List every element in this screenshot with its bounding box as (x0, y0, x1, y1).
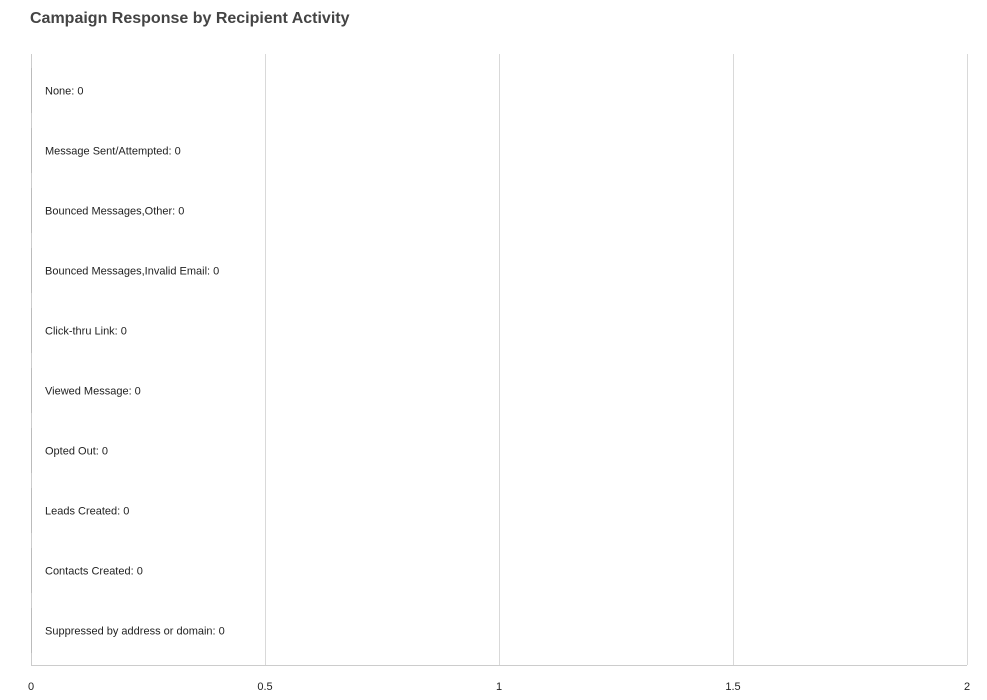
data-labels: None: 0 Message Sent/Attempted: 0 Bounced … (45, 86, 225, 638)
bar (31, 68, 32, 113)
bar (31, 608, 32, 653)
x-tick-label: 0 (28, 681, 34, 693)
bar-data-label: Contacts Created: 0 (45, 566, 143, 578)
chart-title: Campaign Response by Recipient Activity (30, 10, 350, 27)
bar (31, 248, 32, 293)
bar-data-label: Suppressed by address or domain: 0 (45, 626, 225, 638)
x-tick-label: 2 (964, 681, 970, 693)
bar-data-label: Viewed Message: 0 (45, 386, 141, 398)
bar (31, 428, 32, 473)
bars (31, 68, 32, 653)
bar (31, 548, 32, 593)
bar-data-label: Leads Created: 0 (45, 506, 129, 518)
bar (31, 308, 32, 353)
bar-data-label: None: 0 (45, 86, 84, 98)
x-tick-label: 1 (496, 681, 502, 693)
bar-data-label: Message Sent/Attempted: 0 (45, 146, 181, 158)
x-tick-label: 1.5 (725, 681, 740, 693)
x-tick-label: 0.5 (257, 681, 272, 693)
bar-data-label: Bounced Messages,Other: 0 (45, 206, 184, 218)
bar (31, 128, 32, 173)
x-axis: 0 0.5 1 1.5 2 (28, 665, 970, 693)
bar-data-label: Click-thru Link: 0 (45, 326, 127, 338)
bar (31, 188, 32, 233)
bar-data-label: Opted Out: 0 (45, 446, 108, 458)
bar-data-label: Bounced Messages,Invalid Email: 0 (45, 266, 219, 278)
bar (31, 488, 32, 533)
bar (31, 368, 32, 413)
